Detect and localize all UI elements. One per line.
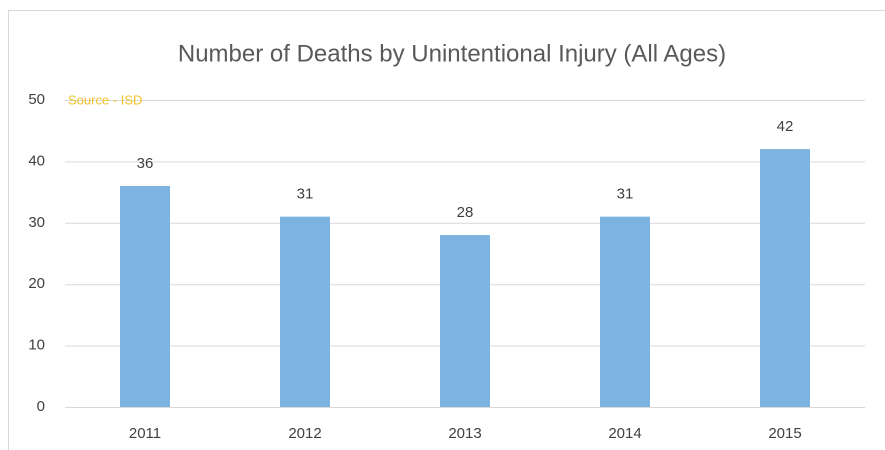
y-tick-label: 20 — [28, 275, 45, 292]
chart-title: Number of Deaths by Unintentional Injury… — [178, 40, 726, 67]
y-tick-label: 50 — [28, 91, 45, 108]
annotation: Source - ISD — [68, 92, 142, 107]
chart-border — [8, 10, 885, 450]
y-tick-label: 10 — [28, 337, 45, 354]
x-tick-label: 2013 — [448, 425, 481, 442]
bar — [280, 216, 330, 407]
bar — [120, 185, 170, 407]
y-tick-label: 40 — [28, 152, 45, 169]
y-tick-label: 30 — [28, 214, 45, 231]
y-tick-label: 0 — [37, 398, 45, 415]
bar — [600, 216, 650, 407]
x-tick-label: 2015 — [768, 425, 801, 442]
bar — [440, 235, 490, 407]
data-label: 42 — [777, 118, 794, 135]
data-label: 31 — [297, 186, 314, 203]
data-label: 28 — [457, 204, 474, 221]
x-tick-label: 2012 — [288, 425, 321, 442]
data-label: 31 — [617, 186, 634, 203]
bar — [760, 149, 810, 407]
x-tick-label: 2011 — [129, 425, 161, 442]
data-label: 36 — [137, 155, 154, 172]
x-tick-label: 2014 — [608, 425, 641, 442]
